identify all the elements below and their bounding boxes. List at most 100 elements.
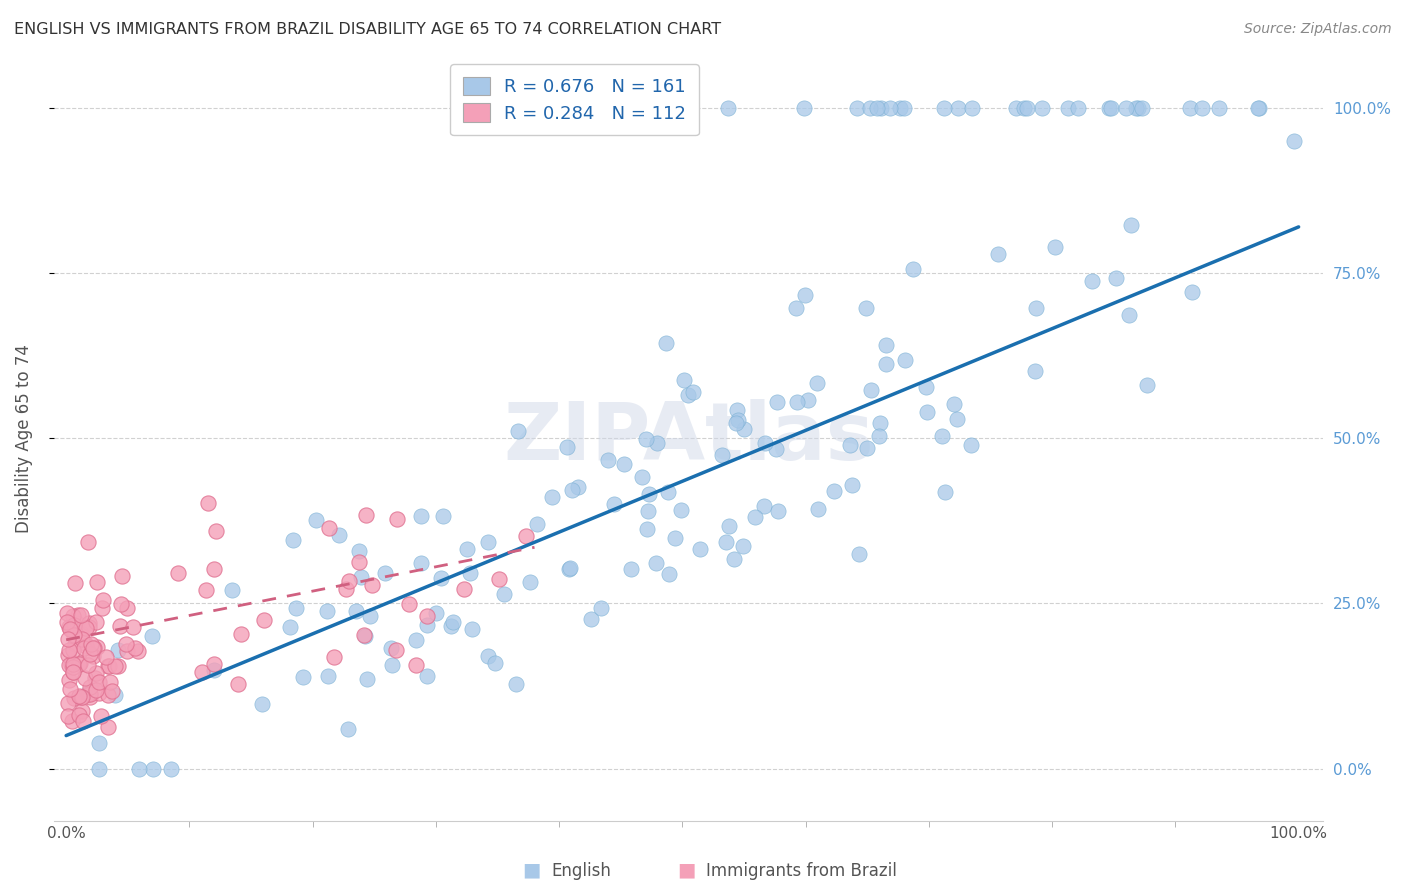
Point [723, 551, 745, 566]
Point [305, 513, 328, 527]
Point [62, 643, 84, 657]
Point [823, 484, 845, 499]
Point [794, 288, 817, 302]
Point [128, 762, 150, 776]
Point [917, 405, 939, 419]
Point [86, 640, 108, 654]
Point [58, 643, 80, 657]
Point [63, 690, 86, 705]
Point [488, 572, 510, 586]
Point [91, 593, 114, 607]
Point [128, 643, 150, 657]
Point [100, 674, 122, 689]
Point [69, 626, 91, 640]
Point [869, 417, 891, 431]
Point [558, 561, 581, 575]
Point [56, 696, 79, 710]
Point [855, 301, 877, 315]
Point [75, 639, 97, 653]
Point [405, 633, 427, 648]
Point [727, 412, 749, 426]
Point [83, 671, 105, 685]
Point [202, 663, 225, 677]
Point [77, 615, 100, 630]
Point [669, 503, 692, 517]
Point [786, 395, 808, 409]
Point [425, 606, 447, 620]
Point [519, 575, 541, 590]
Point [456, 542, 478, 557]
Point [80, 637, 103, 651]
Point [79, 690, 101, 704]
Point [316, 603, 339, 617]
Point [101, 683, 124, 698]
Point [613, 457, 636, 471]
Point [56, 607, 79, 621]
Point [69, 656, 91, 670]
Point [744, 509, 766, 524]
Point [115, 637, 138, 651]
Point [62, 609, 84, 624]
Point [58, 673, 80, 687]
Point [934, 101, 956, 115]
Point [1057, 101, 1080, 115]
Point [1015, 101, 1038, 115]
Point [67, 657, 90, 671]
Point [733, 422, 755, 436]
Point [785, 301, 807, 316]
Point [141, 629, 163, 643]
Point [754, 435, 776, 450]
Point [94, 650, 117, 665]
Point [82, 648, 104, 663]
Point [875, 338, 897, 352]
Point [83, 640, 105, 655]
Point [731, 539, 754, 553]
Point [115, 600, 138, 615]
Point [354, 629, 377, 643]
Point [1135, 377, 1157, 392]
Point [66, 615, 89, 630]
Point [655, 336, 678, 351]
Point [62, 665, 84, 680]
Point [868, 428, 890, 442]
Point [1081, 274, 1104, 288]
Point [636, 101, 658, 115]
Point [637, 504, 659, 518]
Point [110, 597, 132, 611]
Point [631, 470, 654, 484]
Point [59, 681, 82, 696]
Point [79, 647, 101, 661]
Point [385, 642, 408, 657]
Point [97, 659, 120, 673]
Point [1128, 101, 1150, 115]
Point [405, 658, 427, 673]
Point [636, 432, 658, 446]
Point [344, 604, 367, 618]
Point [97, 688, 120, 702]
Point [65, 637, 87, 651]
Point [197, 496, 219, 510]
Point [60, 622, 83, 636]
Point [416, 617, 439, 632]
Point [79, 687, 101, 701]
Point [191, 665, 214, 680]
Point [79, 680, 101, 694]
Point [591, 600, 613, 615]
Point [682, 384, 704, 399]
Point [328, 528, 350, 542]
Point [484, 656, 506, 670]
Point [72, 704, 94, 718]
Point [335, 582, 357, 596]
Point [415, 608, 437, 623]
Point [506, 424, 529, 438]
Point [647, 436, 669, 450]
Point [710, 448, 733, 462]
Point [292, 670, 315, 684]
Point [441, 615, 464, 629]
Point [108, 619, 131, 633]
Point [1284, 134, 1306, 148]
Point [97, 719, 120, 733]
Legend: R = 0.676   N = 161, R = 0.284   N = 112: R = 0.676 N = 161, R = 0.284 N = 112 [450, 64, 699, 136]
Point [104, 658, 127, 673]
Point [89, 736, 111, 750]
